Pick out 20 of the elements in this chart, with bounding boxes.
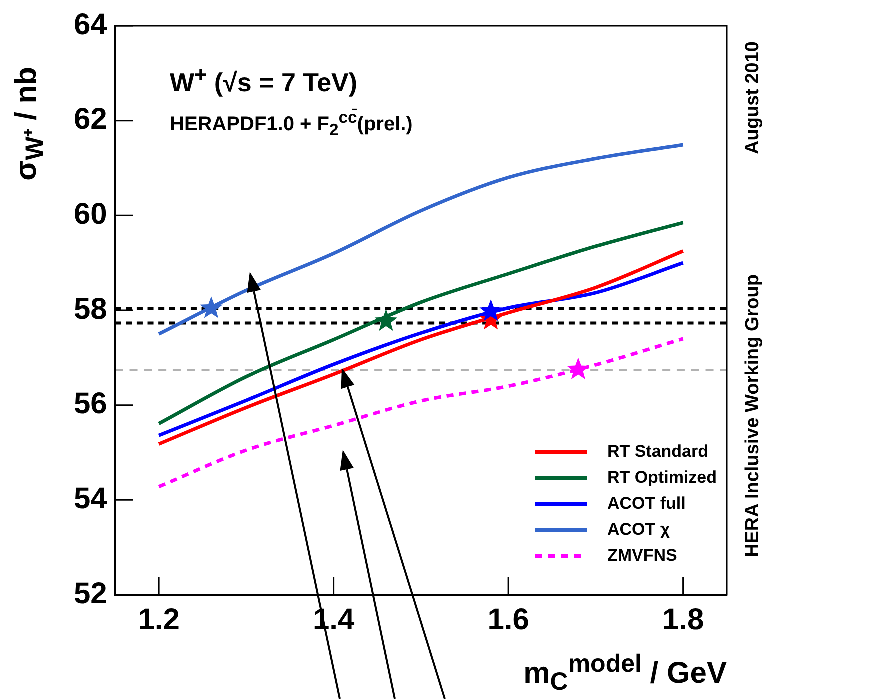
legend-label: ACOT full (607, 494, 686, 514)
text: HERA Inclusive Working Group (742, 274, 764, 558)
annotation: HERAPDF1.0 + F$_{2}$$^{cc̄}$(prel.) (170, 108, 413, 141)
y-tick-label: 56 (74, 388, 108, 421)
y-tick-label: 64 (74, 8, 108, 42)
x-tick-label: 1.8 (662, 603, 704, 636)
x-tick-label: 1.6 (488, 603, 530, 636)
x-tick-label: 1.2 (138, 603, 180, 636)
x-axis-title: m$_{C}$$^{model}$ / GeV (524, 650, 727, 697)
y-tick-label: 52 (74, 577, 108, 610)
legend-label: RT Optimized (607, 468, 717, 488)
legend-label: ACOT χ (607, 520, 670, 540)
y-tick-label: 62 (74, 103, 108, 136)
y-tick-label: 54 (74, 482, 108, 516)
y-tick-label: 60 (74, 198, 108, 231)
y-tick-label: 58 (74, 292, 108, 326)
text: August 2010 (742, 41, 764, 154)
annotation: W$^{+}$ (√s = 7 TeV) (170, 62, 358, 99)
legend-label: ZMVFNS (607, 546, 678, 566)
legend-label: RT Standard (607, 442, 708, 462)
